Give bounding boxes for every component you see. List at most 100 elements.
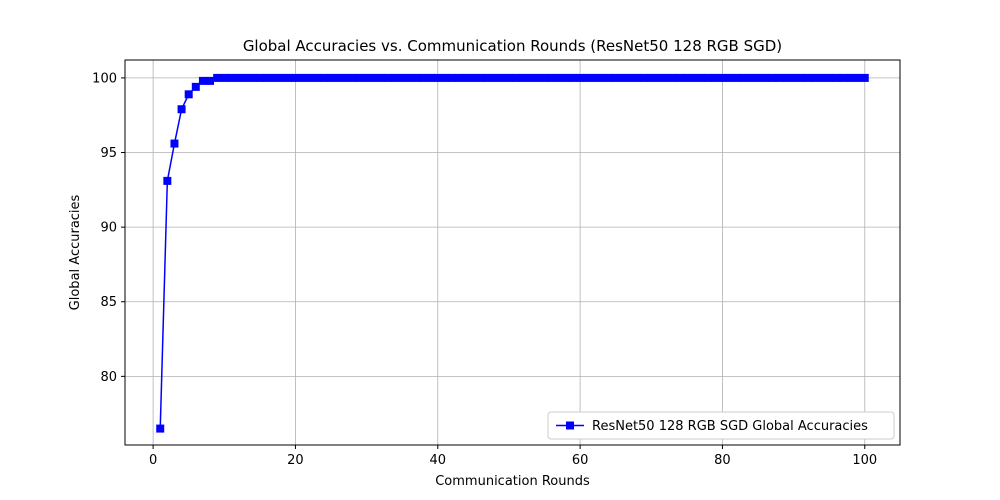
data-point-marker	[412, 73, 421, 82]
x-axis-label: Communication Rounds	[435, 474, 590, 489]
data-point-marker	[483, 73, 492, 82]
data-point-marker	[633, 73, 642, 82]
data-point-marker	[775, 73, 784, 82]
data-point-marker	[590, 73, 599, 82]
data-point-marker	[455, 73, 464, 82]
x-tick-label: 80	[714, 453, 731, 468]
data-point-marker	[832, 73, 841, 82]
y-axis-label: Global Accuracies	[68, 194, 83, 310]
data-point-marker	[761, 73, 770, 82]
data-point-marker	[732, 73, 741, 82]
data-point-marker	[604, 73, 613, 82]
data-point-marker	[825, 73, 834, 82]
data-point-marker	[291, 73, 300, 82]
data-point-marker	[618, 73, 627, 82]
data-point-marker	[398, 73, 407, 82]
y-tick-label: 100	[92, 71, 117, 86]
data-point-marker	[255, 73, 264, 82]
data-point-marker	[512, 73, 521, 82]
data-point-marker	[213, 73, 222, 82]
data-point-marker	[796, 73, 805, 82]
data-point-marker	[341, 73, 350, 82]
data-point-marker	[718, 73, 727, 82]
data-point-marker	[547, 73, 556, 82]
data-point-marker	[170, 139, 179, 148]
data-point-marker	[611, 73, 620, 82]
data-point-marker	[440, 73, 449, 82]
data-point-marker	[327, 73, 336, 82]
x-tick-label: 0	[149, 453, 157, 468]
data-point-marker	[156, 424, 165, 433]
data-point-marker	[348, 73, 357, 82]
data-point-marker	[682, 73, 691, 82]
data-point-marker	[568, 73, 577, 82]
data-point-marker	[241, 73, 250, 82]
y-tick-label: 95	[100, 146, 117, 161]
legend-entry-label: ResNet50 128 RGB SGD Global Accuracies	[592, 419, 868, 434]
data-point-marker	[248, 73, 257, 82]
data-point-marker	[177, 105, 186, 114]
data-point-marker	[490, 73, 499, 82]
data-point-marker	[277, 73, 286, 82]
data-point-marker	[462, 73, 471, 82]
data-point-marker	[191, 82, 200, 91]
data-point-marker	[526, 73, 535, 82]
series-layer	[156, 73, 869, 433]
data-point-marker	[846, 73, 855, 82]
data-point-marker	[469, 73, 478, 82]
y-tick-label: 85	[100, 295, 117, 310]
chart-title: Global Accuracies vs. Communication Roun…	[243, 37, 782, 55]
data-point-marker	[640, 73, 649, 82]
data-point-marker	[597, 73, 606, 82]
data-point-marker	[334, 73, 343, 82]
data-point-marker	[227, 73, 236, 82]
data-point-marker	[689, 73, 698, 82]
data-point-marker	[704, 73, 713, 82]
legend: ResNet50 128 RGB SGD Global Accuracies	[547, 411, 895, 440]
data-point-marker	[220, 73, 229, 82]
ticks: 0 20 40 60 80 100 80 85 90 95 100	[92, 71, 877, 468]
data-point-marker	[163, 176, 172, 185]
data-point-marker	[754, 73, 763, 82]
data-point-marker	[789, 73, 798, 82]
data-point-marker	[810, 73, 819, 82]
data-point-marker	[504, 73, 513, 82]
data-point-marker	[818, 73, 827, 82]
data-point-marker	[234, 73, 243, 82]
data-point-marker	[419, 73, 428, 82]
data-point-marker	[319, 73, 328, 82]
data-point-marker	[405, 73, 414, 82]
data-point-marker	[448, 73, 457, 82]
data-point-marker	[206, 76, 215, 85]
plot-area-frame	[124, 59, 901, 446]
data-point-marker	[746, 73, 755, 82]
data-point-marker	[391, 73, 400, 82]
x-tick-label: 100	[852, 453, 877, 468]
data-point-marker	[675, 73, 684, 82]
data-point-marker	[298, 73, 307, 82]
data-point-marker	[519, 73, 528, 82]
data-point-marker	[576, 73, 585, 82]
data-point-marker	[369, 73, 378, 82]
data-point-marker	[262, 73, 271, 82]
data-point-marker	[583, 73, 592, 82]
data-point-marker	[426, 73, 435, 82]
legend-box	[547, 411, 895, 440]
data-point-marker	[697, 73, 706, 82]
data-point-marker	[533, 73, 542, 82]
data-point-marker	[497, 73, 506, 82]
x-tick-label: 40	[430, 453, 447, 468]
x-tick-label: 60	[572, 453, 589, 468]
data-point-marker	[839, 73, 848, 82]
data-point-marker	[860, 73, 869, 82]
data-point-marker	[540, 73, 549, 82]
data-point-marker	[661, 73, 670, 82]
x-tick-label: 20	[287, 453, 304, 468]
data-point-marker	[647, 73, 656, 82]
data-point-marker	[654, 73, 663, 82]
data-point-marker	[270, 73, 279, 82]
data-point-marker	[184, 90, 193, 99]
data-point-marker	[433, 73, 442, 82]
data-point-marker	[782, 73, 791, 82]
